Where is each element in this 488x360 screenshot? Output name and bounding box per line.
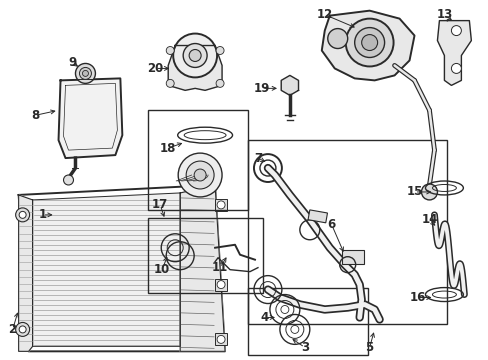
Text: 4: 4 <box>260 311 268 324</box>
Text: 7: 7 <box>253 152 262 165</box>
Circle shape <box>217 280 224 289</box>
Text: 1: 1 <box>39 208 46 221</box>
Circle shape <box>216 46 224 54</box>
Circle shape <box>421 184 437 200</box>
Polygon shape <box>321 11 414 80</box>
Text: 16: 16 <box>408 291 425 304</box>
Circle shape <box>450 63 461 73</box>
Polygon shape <box>281 75 298 95</box>
Circle shape <box>19 211 26 219</box>
Polygon shape <box>437 21 470 85</box>
Circle shape <box>19 326 26 333</box>
Text: 15: 15 <box>406 185 422 198</box>
Text: 9: 9 <box>68 56 77 69</box>
Text: 10: 10 <box>154 263 170 276</box>
Text: 5: 5 <box>365 341 373 354</box>
Text: 11: 11 <box>211 261 228 274</box>
Text: 12: 12 <box>316 8 332 21</box>
Circle shape <box>16 323 30 336</box>
Circle shape <box>63 175 73 185</box>
Text: 14: 14 <box>421 213 437 226</box>
Polygon shape <box>19 185 224 351</box>
Circle shape <box>216 80 224 87</box>
Circle shape <box>217 201 224 209</box>
Text: 18: 18 <box>160 141 176 155</box>
Circle shape <box>345 19 393 67</box>
Text: 13: 13 <box>435 8 451 21</box>
Circle shape <box>327 28 347 49</box>
Bar <box>215 279 226 291</box>
Circle shape <box>183 44 207 67</box>
Circle shape <box>16 208 30 222</box>
Circle shape <box>450 26 461 36</box>
Polygon shape <box>180 185 224 351</box>
Text: 17: 17 <box>152 198 168 211</box>
Circle shape <box>189 50 201 62</box>
Circle shape <box>354 28 384 58</box>
Circle shape <box>166 46 174 54</box>
Circle shape <box>178 153 222 197</box>
Circle shape <box>361 35 377 50</box>
Bar <box>247 288 367 355</box>
Circle shape <box>166 80 174 87</box>
Text: 6: 6 <box>327 218 335 231</box>
Polygon shape <box>19 195 33 351</box>
Circle shape <box>82 71 88 76</box>
Circle shape <box>173 33 217 77</box>
Bar <box>341 250 363 264</box>
Text: 8: 8 <box>31 109 40 122</box>
Circle shape <box>217 336 224 343</box>
Polygon shape <box>168 45 222 90</box>
Circle shape <box>194 169 205 181</box>
Bar <box>148 110 247 210</box>
Bar <box>247 140 447 324</box>
Bar <box>307 210 327 223</box>
Text: 3: 3 <box>300 341 308 354</box>
Text: 19: 19 <box>253 82 269 95</box>
Polygon shape <box>33 193 180 346</box>
Circle shape <box>186 161 214 189</box>
Text: 20: 20 <box>147 62 163 75</box>
Circle shape <box>75 63 95 84</box>
Bar <box>148 218 263 293</box>
Bar <box>215 333 226 345</box>
Text: 2: 2 <box>9 323 17 336</box>
Circle shape <box>80 67 91 80</box>
Bar <box>215 199 226 211</box>
Polygon shape <box>59 78 122 158</box>
